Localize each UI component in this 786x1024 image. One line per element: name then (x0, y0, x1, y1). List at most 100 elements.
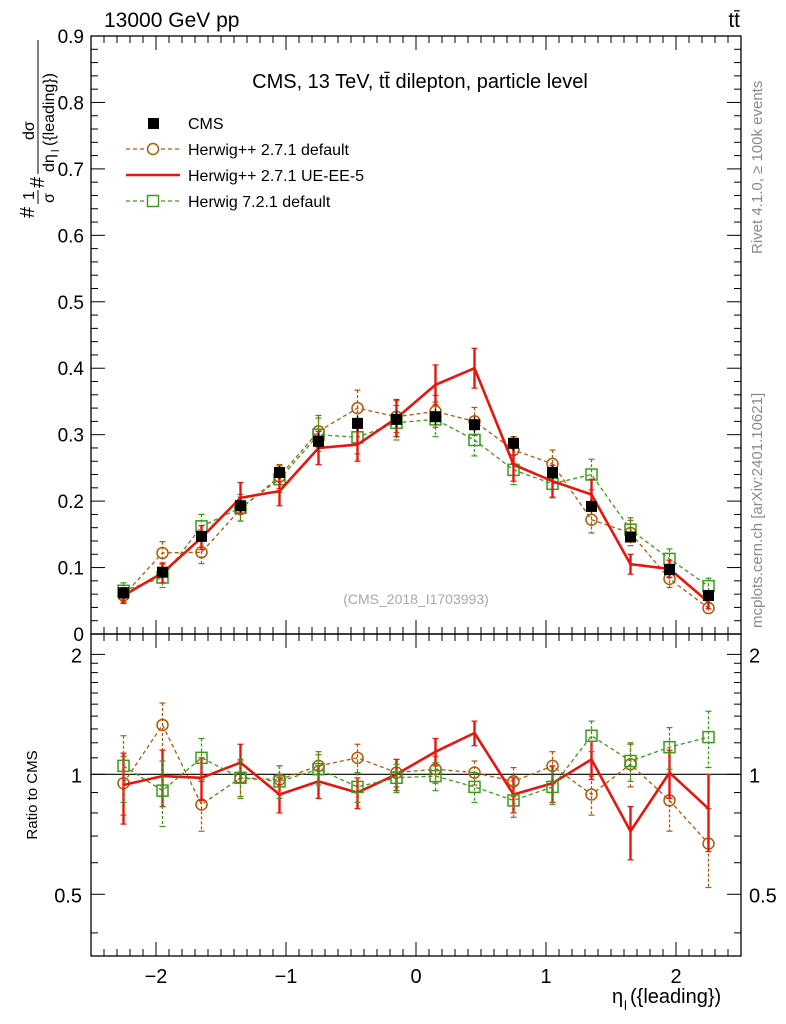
process-label: tt̄ (728, 9, 740, 32)
main-data-point (196, 530, 207, 542)
main-data-point (586, 500, 597, 512)
y-label-denominator: dη (41, 154, 58, 172)
main-data-point (118, 587, 129, 599)
main-y-axis-label: # 1 σ # dσ dη l ({leading}) (17, 40, 62, 218)
main-series-herwig-2-7-1-default (117, 389, 715, 615)
ratio-data-point (273, 775, 286, 788)
ratio-y-tick-label-right: 0.5 (749, 885, 777, 907)
ratio-series-layer (117, 702, 715, 889)
main-series-layer (117, 347, 715, 615)
ratio-y-tick-label-left: 1 (71, 765, 82, 787)
ratio-series-line (123, 731, 710, 833)
y-label-numerator: dσ (21, 121, 38, 140)
ratio-plot-frame (90, 633, 742, 957)
legend-entry-cms: CMS (148, 116, 224, 133)
ratio-y-tick-label-right: 1 (749, 765, 760, 787)
main-data-point (468, 433, 481, 447)
legend-label-herwig7: Herwig 7.2.1 default (188, 194, 331, 211)
main-y-tick-label: 0.7 (58, 160, 84, 181)
main-series-cms (118, 408, 714, 601)
ratio-data-point (546, 780, 559, 794)
legend: CMS Herwig++ 2.7.1 default Herwig++ 2.7.… (126, 116, 364, 211)
x-tick-label: −2 (145, 966, 168, 988)
ratio-y-tick-label-right: 2 (749, 645, 760, 667)
ratio-data-point (624, 754, 637, 768)
energy-label: 13000 GeV pp (104, 9, 239, 32)
main-data-point (156, 546, 169, 560)
ratio-y-tick-label-left: 0.5 (54, 885, 82, 907)
y-label-hash: # (27, 176, 49, 188)
legend-marker-herwig7 (146, 194, 160, 208)
main-series-herwig-7-2-1-default (117, 401, 715, 600)
legend-marker-herwigpp-default (146, 142, 160, 156)
ratio-series-herwig-2-7-1-default (117, 702, 715, 889)
main-x-ticks (103, 36, 729, 634)
ratio-series-herwig-2-7-1-ue-ee-5 (120, 720, 712, 861)
main-data-point (274, 467, 285, 479)
legend-label-cms: CMS (188, 116, 224, 133)
ratio-data-point (663, 740, 676, 754)
ratio-data-point (702, 730, 715, 744)
main-y-tick-label: 0.5 (58, 293, 84, 314)
ratio-data-point (156, 784, 169, 797)
main-data-point (585, 513, 598, 526)
legend-entry-herwigpp-default: Herwig++ 2.7.1 default (126, 142, 350, 159)
legend-entry-herwig7: Herwig 7.2.1 default (126, 194, 331, 211)
ratio-data-point (585, 788, 598, 801)
legend-marker-cms (148, 118, 159, 129)
y-label-denominator-sub: l (50, 150, 62, 152)
main-y-tick-label: 0 (73, 625, 84, 646)
main-data-point (313, 435, 324, 447)
main-data-point (547, 467, 558, 479)
ratio-panel: 0.5 0.5 1 1 2 2 −2 −1 0 1 2 Ratio to CMS η l ({le… (24, 633, 777, 1013)
analysis-watermark: (CMS_2018_I1703993) (343, 591, 489, 607)
ratio-data-point (429, 769, 442, 783)
ratio-x-axis: −2 −1 0 1 2 (91, 634, 741, 988)
main-data-point (157, 566, 168, 578)
main-series-line (122, 366, 710, 604)
ratio-data-point (117, 759, 130, 773)
x-axis-label: η l ({leading}) (612, 986, 721, 1013)
ratio-data-point (351, 780, 364, 794)
legend-label-herwigpp-default: Herwig++ 2.7.1 default (188, 142, 350, 159)
main-y-tick-label: 0.6 (58, 226, 84, 247)
mcplots-reference-label: mcplots.cern.ch [arXiv:2401.10621] (749, 393, 766, 628)
main-data-point (508, 437, 519, 449)
x-label-sub: l (624, 998, 627, 1013)
main-panel: 0 0.1 0.2 0.3 0.4 0.5 0.6 0.7 0.8 0.9 CMS, 13 TeV… (17, 27, 742, 646)
main-data-point (625, 531, 636, 543)
y-label-sigma: σ (41, 193, 58, 203)
ratio-y-axis-label: Ratio to CMS (24, 750, 41, 839)
legend-label-herwigpp-ueee5: Herwig++ 2.7.1 UE-EE-5 (188, 168, 364, 185)
main-y-tick-label: 0.9 (58, 27, 84, 48)
main-data-point (703, 589, 714, 601)
main-data-point (235, 500, 246, 512)
main-y-tick-label: 0.4 (58, 359, 85, 380)
main-data-point (664, 564, 675, 576)
main-y-axis: 0 0.1 0.2 0.3 0.4 0.5 0.6 0.7 0.8 0.9 (58, 27, 741, 646)
main-y-tick-label: 0.8 (58, 93, 84, 114)
main-y-tick-label: 0.2 (58, 492, 84, 513)
ratio-data-point (468, 780, 481, 794)
main-series-line (123, 407, 709, 609)
main-series-line (123, 418, 709, 592)
main-series-herwig-2-7-1-ue-ee-5 (120, 347, 712, 610)
ratio-data-point (351, 751, 364, 765)
chart-title: CMS, 13 TeV, tt̄ dilepton, particle leve… (252, 71, 588, 93)
ratio-data-point (234, 771, 247, 785)
x-tick-label: 1 (540, 966, 551, 988)
x-label-suffix: ({leading}) (630, 986, 721, 1008)
rivet-version-label: Rivet 4.1.0, ≥ 100k events (749, 81, 766, 254)
main-data-point (391, 413, 402, 425)
main-y-tick-label: 0.1 (58, 559, 84, 580)
ratio-y-tick-label-left: 2 (71, 645, 82, 667)
ratio-series-line (123, 735, 709, 802)
x-tick-label: 0 (410, 966, 421, 988)
main-data-point (351, 401, 364, 415)
y-label-denominator-suffix: ({leading}) (41, 73, 58, 146)
y-label-one: 1 (21, 191, 38, 200)
ratio-series-herwig-7-2-1-default (117, 710, 715, 828)
ratio-series-line (122, 724, 709, 845)
main-data-point (352, 417, 363, 429)
ratio-data-point (507, 794, 520, 807)
